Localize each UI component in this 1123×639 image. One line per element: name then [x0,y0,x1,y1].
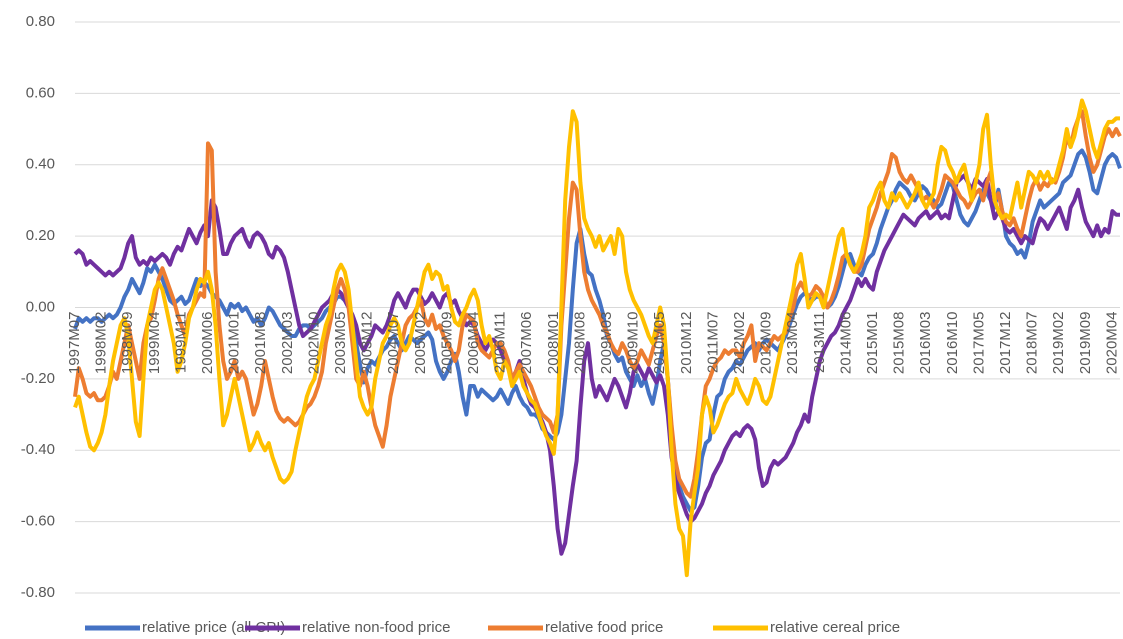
x-tick-label: 2014M06 [837,312,854,375]
y-tick-label: -0.80 [21,584,55,601]
y-tick-label: -0.40 [21,441,55,458]
x-tick-label: 2001M01 [226,312,243,375]
x-tick-label: 2010M12 [678,312,695,375]
legend-label: relative non-food price [302,619,450,636]
x-tick-label: 2019M09 [1077,312,1094,375]
x-tick-label: 2012M09 [758,312,775,375]
x-tick-label: 2013M04 [784,312,801,375]
x-tick-label: 2000M06 [199,312,216,375]
x-tick-label: 2003M05 [332,312,349,375]
x-tick-label: 2006M04 [465,312,482,375]
series-line [73,173,1120,556]
x-tick-label: 2010M05 [651,312,668,375]
x-tick-label: 2005M09 [438,312,455,375]
x-tick-label: 2008M08 [571,312,588,375]
x-tick-label: 2017M12 [997,312,1014,375]
x-tick-label: 2012M02 [731,312,748,375]
series-line [73,98,1120,578]
x-tick-label: 2015M01 [864,312,881,375]
legend-label: relative price (all CPI) [142,619,285,636]
x-tick-label: 2003M12 [359,312,376,375]
x-tick-label: 2019M02 [1050,312,1067,375]
x-tick-label: 2008M01 [545,312,562,375]
x-tick-label: 2020M04 [1103,312,1120,375]
x-tick-label: 2015M08 [891,312,908,375]
x-tick-label: 1999M11 [172,312,189,373]
y-tick-label: 0.40 [26,156,55,173]
series-line [73,148,1122,513]
series-line [73,109,1122,499]
y-tick-label: 0.00 [26,298,55,315]
x-tick-label: 2017M05 [970,312,987,375]
x-tick-label: 2013M11 [811,312,828,373]
x-tick-label: 2002M03 [279,312,296,375]
x-tick-label: 2002M10 [305,312,322,375]
x-tick-label: 2006M11 [492,312,509,373]
y-tick-label: -0.60 [21,513,55,530]
y-tick-label: 0.20 [26,227,55,244]
x-tick-label: 1997M07 [66,312,83,375]
x-tick-label: 2016M10 [944,312,961,375]
y-tick-label: 0.80 [26,13,55,30]
x-tick-label: 2005M02 [412,312,429,375]
x-tick-label: 2016M03 [917,312,934,375]
x-tick-label: 2001M08 [252,312,269,375]
y-tick-label: -0.20 [21,370,55,387]
y-tick-label: 0.60 [26,84,55,101]
x-tick-label: 2009M10 [625,312,642,375]
legend-label: relative cereal price [770,619,900,636]
x-tick-label: 2007M06 [518,312,535,375]
x-tick-label: 2004M07 [385,312,402,375]
x-tick-label: 2009M03 [598,312,615,375]
x-tick-label: 1998M02 [93,312,110,375]
x-tick-label: 2011M07 [704,312,721,373]
x-tick-label: 1999M04 [146,312,163,375]
x-tick-label: 2018M07 [1024,312,1041,375]
legend-label: relative food price [545,619,663,636]
x-tick-label: 1998M09 [119,312,136,375]
